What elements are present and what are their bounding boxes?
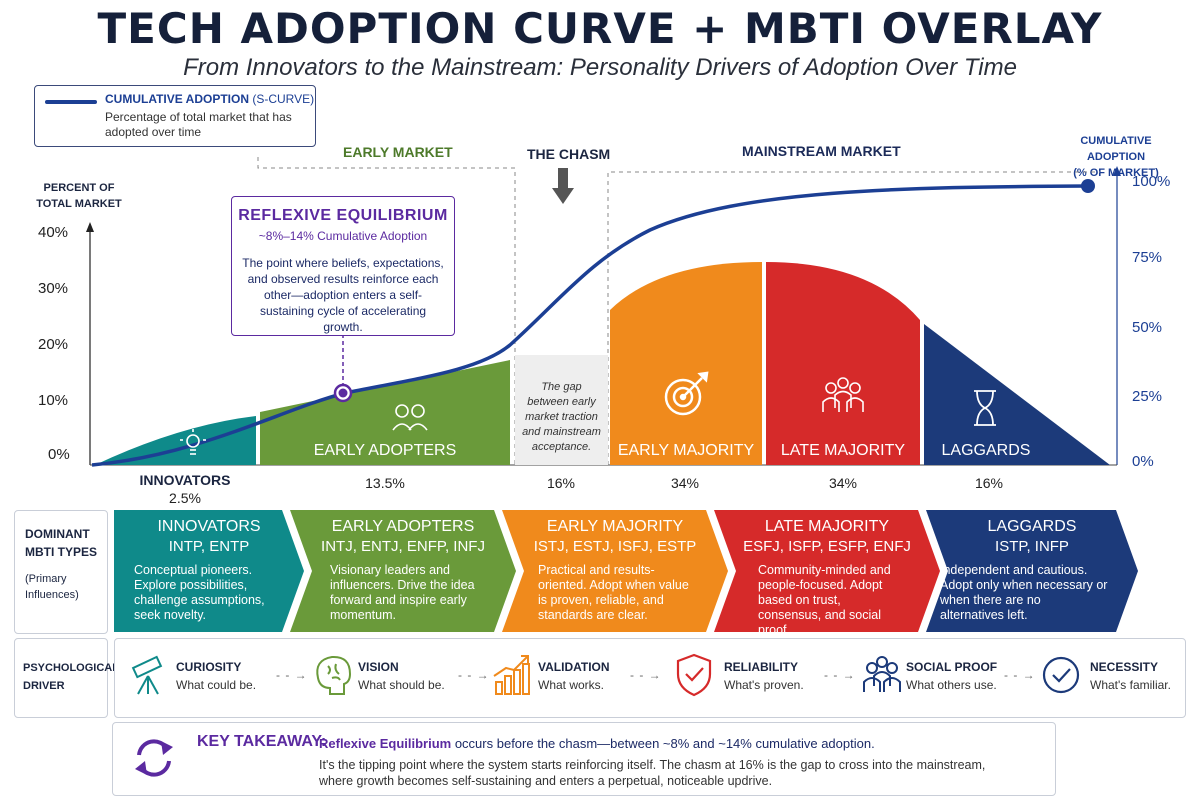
early-adopters-pct: 13.5%	[365, 475, 405, 491]
driver-arrow: - - →	[276, 668, 308, 682]
laggards-area	[924, 324, 1110, 465]
right-tick-25: 25%	[1132, 388, 1163, 405]
early-adopters-area	[260, 360, 510, 465]
driver-items-box	[114, 638, 1186, 718]
driver-arrow: - - →	[458, 668, 490, 682]
curve-endpoint-marker	[1081, 179, 1095, 193]
driver-arrow: - - →	[1004, 668, 1036, 682]
left-tick-40: 40%	[38, 224, 69, 241]
cycle-arrows-icon	[135, 739, 173, 777]
key-takeaway-body: It's the tipping point where the system …	[319, 758, 986, 788]
innovators-label: INNOVATORS	[139, 472, 231, 488]
telescope-icon	[131, 655, 163, 695]
driver-sub-necessity: What's familiar.	[1090, 678, 1171, 692]
early-majority-pct: 34%	[670, 475, 700, 491]
driver-title-necessity: NECESSITY	[1090, 660, 1159, 674]
callout-title: REFLEXIVE EQUILIBRIUM	[238, 207, 448, 224]
early-majority-label: EARLY MAJORITY	[617, 442, 755, 459]
driver-arrow: - - →	[824, 668, 856, 682]
people-icon	[392, 404, 428, 431]
chasm-label: THE CHASM	[527, 146, 611, 162]
bar-chart-icon	[493, 655, 530, 695]
left-tick-30: 30%	[38, 280, 69, 297]
driver-sub-social-proof: What others use.	[906, 678, 997, 692]
chasm-gap-area	[515, 355, 608, 465]
page-subtitle: From Innovators to the Mainstream: Perso…	[183, 54, 1017, 81]
page-title: TECH ADOPTION CURVE + MBTI OVERLAY	[97, 4, 1103, 53]
driver-sub-reliability: What's proven.	[724, 678, 804, 692]
target-icon	[664, 371, 709, 416]
right-axis-arrow	[1113, 166, 1121, 176]
mbti-row: DOMINANT MBTI TYPES (Primary Influences)…	[14, 510, 1184, 637]
late-majority-pct: 34%	[828, 475, 858, 491]
chasm-arrow-shaft	[558, 168, 568, 188]
callout-subtitle: ~8%–14% Cumulative Adoption	[258, 229, 428, 243]
key-takeaway-box: KEY TAKEAWAY: Reflexive Equilibrium occu…	[112, 722, 1056, 796]
legend-description: Percentage of total market that has adop…	[105, 110, 292, 139]
mbti-group-laggards: LAGGARDS ISTP, INFP Independent and caut…	[926, 510, 1138, 632]
chasm-pct: 16%	[546, 475, 576, 491]
legend-title: CUMULATIVE ADOPTION	[105, 92, 249, 106]
early-adopters-label: EARLY ADOPTERS	[313, 442, 457, 459]
psychological-driver-row: PSYCHOLOGICAL DRIVER CURIOSITY What coul…	[14, 638, 1186, 718]
early-majority-area	[610, 262, 762, 465]
early-market-label: EARLY MARKET	[343, 144, 453, 160]
early-market-bracket	[257, 157, 516, 465]
driver-title-reliability: RELIABILITY	[724, 660, 798, 674]
chasm-arrow-head	[552, 188, 574, 204]
shield-check-icon	[676, 653, 712, 697]
brain-icon	[316, 655, 352, 695]
left-axis-title: PERCENT OF TOTAL MARKET	[36, 182, 122, 210]
right-axis-title: CUMULATIVE ADOPTION (% OF MARKET)	[1073, 135, 1159, 179]
legend-line-swatch	[45, 100, 97, 104]
driver-sub-curiosity: What could be.	[176, 678, 257, 692]
mainstream-market-label: MAINSTREAM MARKET	[742, 143, 901, 159]
left-tick-0: 0%	[48, 446, 70, 463]
lightbulb-icon	[180, 429, 206, 455]
right-tick-0: 0%	[1132, 453, 1154, 470]
group-icon	[822, 377, 864, 412]
chasm-note: The gap between early market traction an…	[522, 381, 601, 453]
legend-box: CUMULATIVE ADOPTION (S-CURVE) Percentage…	[34, 85, 316, 147]
innovators-pct: 2.5%	[169, 490, 201, 506]
mbti-group-late-majority: LATE MAJORITY ESFJ, ISFP, ESFP, ENFJ Com…	[714, 510, 940, 637]
mbti-row-label: DOMINANT MBTI TYPES (Primary Influences)	[14, 510, 108, 634]
key-takeaway-title: KEY TAKEAWAY:	[197, 733, 327, 750]
key-takeaway-lead: Reflexive Equilibrium	[319, 736, 452, 751]
driver-title-vision: VISION	[358, 660, 399, 674]
mbti-group-innovators: INNOVATORS INTP, ENTP Conceptual pioneer…	[114, 510, 304, 632]
legend-title-suffix: (S-CURVE)	[252, 92, 315, 106]
driver-sub-vision: What should be.	[358, 678, 445, 692]
laggards-label: LAGGARDS	[941, 442, 1031, 459]
reflexive-equilibrium-callout: REFLEXIVE EQUILIBRIUM ~8%–14% Cumulative…	[231, 196, 455, 336]
driver-title-social-proof: SOCIAL PROOF	[906, 660, 998, 674]
driver-sub-validation: What works.	[538, 678, 605, 692]
cumulative-adoption-curve	[91, 184, 1089, 467]
callout-body: The point where beliefs, expectations, a…	[242, 256, 444, 334]
driver-title-validation: VALIDATION	[538, 660, 610, 674]
left-axis-arrow	[86, 222, 94, 232]
right-tick-100: 100%	[1132, 173, 1171, 190]
mbti-group-early-adopters: EARLY ADOPTERS INTJ, ENTJ, ENFP, INFJ Vi…	[290, 510, 516, 632]
late-majority-area	[766, 262, 920, 465]
check-circle-icon	[1042, 656, 1080, 694]
laggards-pct: 16%	[974, 475, 1004, 491]
driver-title-curiosity: CURIOSITY	[176, 660, 242, 674]
adoption-chart	[86, 157, 1121, 467]
group-icon	[863, 656, 901, 692]
left-tick-10: 10%	[38, 392, 69, 409]
late-majority-label: LATE MAJORITY	[780, 442, 906, 459]
driver-row-label: PSYCHOLOGICAL DRIVER	[14, 638, 119, 718]
hourglass-icon	[974, 390, 996, 426]
mbti-group-early-majority: EARLY MAJORITY ISTJ, ESTJ, ISFJ, ESTP Pr…	[502, 510, 728, 632]
innovators-area	[95, 416, 256, 465]
key-takeaway-main: occurs before the chasm—between ~8% and …	[454, 736, 875, 751]
driver-arrow: - - →	[630, 668, 662, 682]
right-tick-75: 75%	[1132, 249, 1163, 266]
right-tick-50: 50%	[1132, 319, 1163, 336]
left-tick-20: 20%	[38, 336, 69, 353]
